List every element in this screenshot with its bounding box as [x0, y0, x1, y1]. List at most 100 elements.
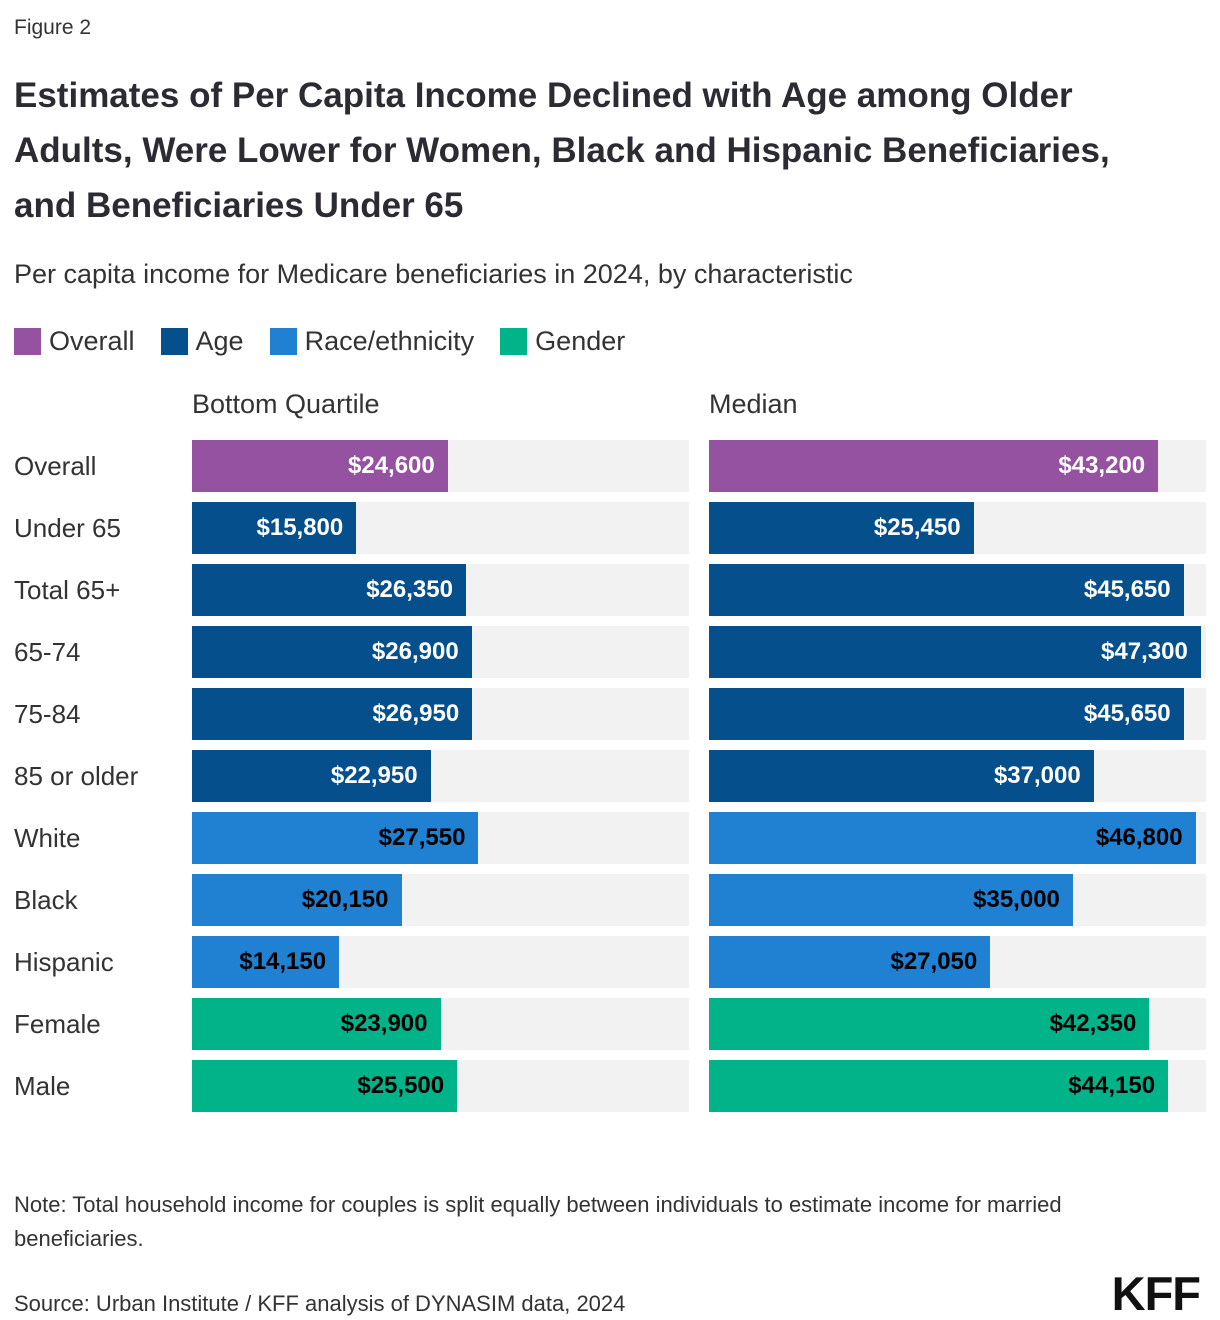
row-label: 85 or older: [14, 761, 139, 791]
median-bar: $25,450: [709, 502, 974, 554]
legend-item-gender: Gender: [500, 326, 625, 357]
bar-value-label: $20,150: [301, 886, 389, 913]
median-track: $43,200: [709, 440, 1206, 492]
bottom-quartile-track: $20,150: [192, 874, 689, 926]
bottom-quartile-bar: $27,550: [192, 812, 479, 864]
row-label: Male: [14, 1071, 71, 1101]
bar-value-label: $26,950: [372, 700, 460, 727]
bar-value-label: $25,500: [357, 1072, 445, 1099]
median-track: $46,800: [709, 812, 1206, 864]
panel-header-median: Median: [709, 389, 798, 419]
bar-value-label: $25,450: [873, 514, 961, 541]
bottom-quartile-bar: $26,900: [192, 626, 472, 678]
note-text: Note: Total household income for couples…: [14, 1192, 1062, 1251]
legend-label: Gender: [535, 326, 626, 356]
bar-value-label: $27,050: [890, 948, 978, 975]
panel-gap: [689, 440, 709, 492]
row-label: White: [14, 823, 81, 853]
bottom-quartile-track: $22,950: [192, 750, 689, 802]
chart-row: 75-84 $26,950 $45,650: [14, 688, 1206, 740]
panel-gap: [689, 750, 709, 802]
median-bar: $47,300: [709, 626, 1201, 678]
median-track: $47,300: [709, 626, 1206, 678]
legend-label: Overall: [49, 326, 135, 356]
bottom-quartile-bar: $14,150: [192, 936, 340, 988]
legend-label: Race/ethnicity: [304, 326, 475, 356]
median-bar: $45,650: [709, 564, 1184, 616]
bar-value-label: $14,150: [239, 948, 327, 975]
bottom-quartile-bar: $15,800: [192, 502, 357, 554]
kff-logo: KFF: [1111, 1267, 1201, 1320]
bottom-quartile-bar: $26,950: [192, 688, 473, 740]
panel-gap: [689, 626, 709, 678]
legend-item-overall: Overall: [14, 326, 135, 357]
bottom-quartile-bar: $25,500: [192, 1060, 458, 1112]
bar-value-label: $22,950: [330, 762, 418, 789]
legend-label: Age: [195, 326, 244, 356]
chart-row: Black $20,150 $35,000: [14, 874, 1206, 926]
row-label: Female: [14, 1009, 101, 1039]
footer: Note: Total household income for couples…: [14, 1188, 1206, 1317]
bottom-quartile-track: $14,150: [192, 936, 689, 988]
legend-swatch-icon: [500, 328, 528, 355]
legend-item-race-ethnicity: Race/ethnicity: [269, 326, 475, 357]
chart-row: Total 65+ $26,350 $45,650: [14, 564, 1206, 616]
row-label: Black: [14, 885, 78, 915]
legend-swatch-icon: [160, 328, 188, 355]
row-label-spacer: [14, 389, 192, 420]
median-bar: $35,000: [709, 874, 1073, 926]
bar-value-label: $15,800: [256, 514, 344, 541]
bar-value-label: $37,000: [993, 762, 1081, 789]
median-track: $45,650: [709, 688, 1206, 740]
chart-row: Overall $24,600 $43,200: [14, 440, 1206, 492]
median-bar: $27,050: [709, 936, 991, 988]
panel-gap: [689, 1060, 709, 1112]
median-bar: $46,800: [709, 812, 1196, 864]
bottom-quartile-bar: $24,600: [192, 440, 448, 492]
panel-headers: Bottom Quartile Median: [14, 389, 1206, 420]
chart-rows: Overall $24,600 $43,200 Under 65 $15,800 $25,…: [14, 440, 1206, 1112]
median-bar: $42,350: [709, 998, 1150, 1050]
bottom-quartile-track: $25,500: [192, 1060, 689, 1112]
median-track: $27,050: [709, 936, 1206, 988]
bottom-quartile-bar: $23,900: [192, 998, 441, 1050]
panel-gap: [689, 874, 709, 926]
bar-value-label: $46,800: [1095, 824, 1183, 851]
row-label: 65-74: [14, 637, 81, 667]
bottom-quartile-track: $23,900: [192, 998, 689, 1050]
chart-row: Hispanic $14,150 $27,050: [14, 936, 1206, 988]
legend: Overall Age Race/ethnicity Gender: [14, 326, 1206, 357]
median-track: $42,350: [709, 998, 1206, 1050]
chart-row: 85 or older $22,950 $37,000: [14, 750, 1206, 802]
bar-value-label: $45,650: [1083, 576, 1171, 603]
bar-value-label: $47,300: [1101, 638, 1188, 665]
panel-header-bottom-quartile: Bottom Quartile: [192, 389, 380, 419]
bar-value-label: $44,150: [1068, 1072, 1156, 1099]
panel-gap: [689, 389, 709, 420]
panel-gap: [689, 564, 709, 616]
bar-value-label: $24,600: [348, 452, 435, 479]
bar-value-label: $27,550: [378, 824, 466, 851]
median-bar: $44,150: [709, 1060, 1169, 1112]
bottom-quartile-track: $15,800: [192, 502, 689, 554]
source-row: Source: Urban Institute / KFF analysis o…: [14, 1270, 1206, 1317]
bar-value-label: $26,350: [366, 576, 453, 603]
chart-row: Female $23,900 $42,350: [14, 998, 1206, 1050]
chart-subtitle: Per capita income for Medicare beneficia…: [14, 259, 853, 289]
bottom-quartile-track: $26,350: [192, 564, 689, 616]
median-track: $45,650: [709, 564, 1206, 616]
bar-value-label: $26,900: [371, 638, 459, 665]
panel-gap: [689, 688, 709, 740]
chart-row: 65-74 $26,900 $47,300: [14, 626, 1206, 678]
bottom-quartile-track: $26,950: [192, 688, 689, 740]
chart-title: Estimates of Per Capita Income Declined …: [14, 76, 1110, 225]
panel-gap: [689, 936, 709, 988]
bottom-quartile-bar: $22,950: [192, 750, 431, 802]
median-bar: $37,000: [709, 750, 1094, 802]
row-label: Hispanic: [14, 947, 114, 977]
source-text: Source: Urban Institute / KFF analysis o…: [14, 1291, 626, 1316]
legend-swatch-icon: [269, 328, 297, 355]
figure-label: Figure 2: [14, 16, 92, 39]
chart-row: White $27,550 $46,800: [14, 812, 1206, 864]
